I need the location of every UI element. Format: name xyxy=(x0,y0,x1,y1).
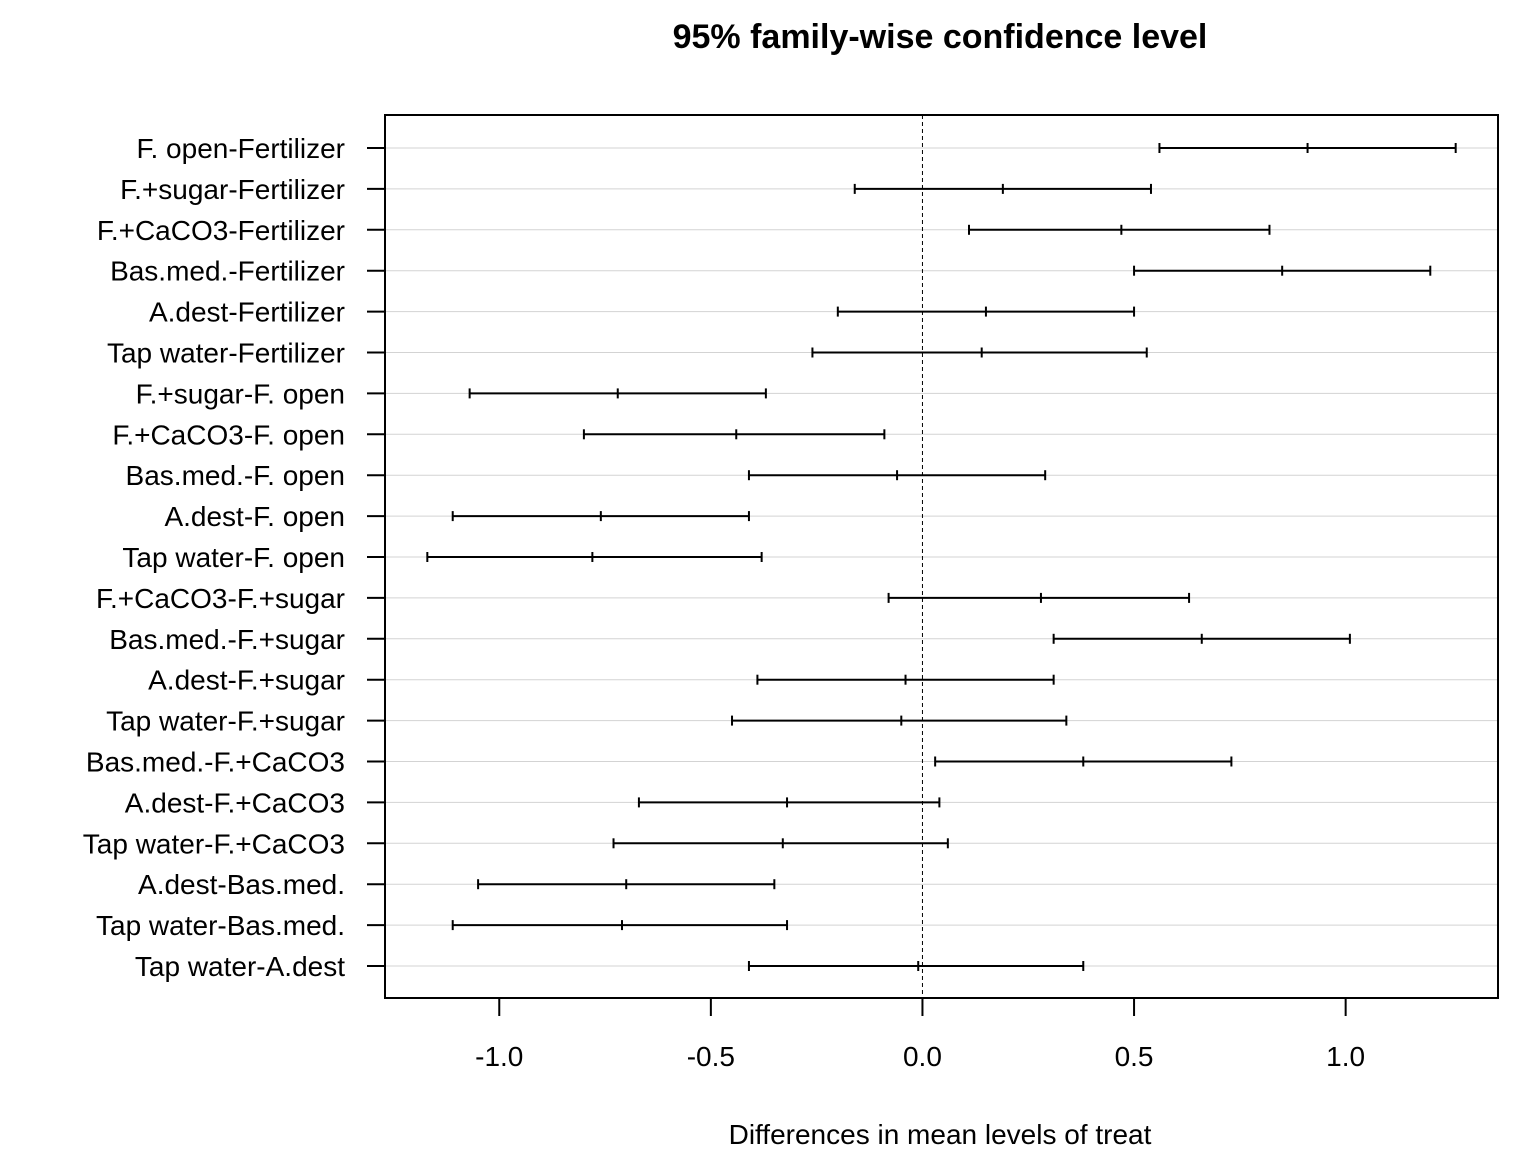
category-label: A.dest-F.+sugar xyxy=(148,665,345,696)
interval-bar xyxy=(887,592,1191,603)
category-label: A.dest-F. open xyxy=(164,501,345,532)
category-label: F. open-Fertilizer xyxy=(136,133,345,164)
interval-bar xyxy=(747,961,1085,971)
interval-bar xyxy=(468,388,767,399)
y-axis: F. open-Fertilizer F.+sugar-Fertilizer F.+… xyxy=(83,133,385,982)
interval-bar xyxy=(477,879,776,890)
category-label: Bas.med.-F.+CaCO3 xyxy=(86,747,345,778)
interval-bar xyxy=(426,552,763,562)
interval-bar xyxy=(811,347,1148,358)
category-label: F.+sugar-F. open xyxy=(136,378,345,409)
interval-bar xyxy=(451,511,750,522)
interval-bar xyxy=(756,674,1055,685)
category-label: F.+CaCO3-F.+sugar xyxy=(96,583,345,614)
category-label: F.+CaCO3-Fertilizer xyxy=(97,215,345,246)
interval-bar xyxy=(747,470,1047,481)
interval-bar xyxy=(1133,265,1432,276)
interval-bars xyxy=(426,143,1457,971)
x-tick-label: 0.5 xyxy=(1115,1041,1154,1072)
category-label: A.dest-Bas.med. xyxy=(138,869,345,900)
x-tick-label: 1.0 xyxy=(1326,1041,1365,1072)
category-label: A.dest-Fertilizer xyxy=(149,297,345,328)
category-label: F.+CaCO3-F. open xyxy=(112,419,345,450)
category-label: Bas.med.-F.+sugar xyxy=(109,624,345,655)
category-label: F.+sugar-Fertilizer xyxy=(120,174,345,205)
interval-bar xyxy=(1052,633,1351,644)
category-label: Bas.med.-F. open xyxy=(126,460,345,491)
x-tick-label: -1.0 xyxy=(475,1041,523,1072)
category-label: Tap water-Bas.med. xyxy=(96,910,345,941)
interval-bar xyxy=(853,183,1152,194)
interval-bar xyxy=(612,838,949,849)
category-label: Bas.med.-Fertilizer xyxy=(110,256,345,287)
category-label: A.dest-F.+CaCO3 xyxy=(125,787,345,818)
interval-bar xyxy=(836,306,1136,317)
x-axis-label: Differences in mean levels of treat xyxy=(729,1119,1152,1150)
category-label: Tap water-Fertilizer xyxy=(107,338,345,369)
x-tick-label: 0.0 xyxy=(903,1041,942,1072)
interval-bar xyxy=(451,920,789,931)
category-label: Tap water-F.+CaCO3 xyxy=(83,828,345,859)
x-tick-label: -0.5 xyxy=(687,1041,735,1072)
interval-bar xyxy=(1158,143,1457,153)
interval-bar xyxy=(637,797,941,808)
category-label: Tap water-F. open xyxy=(122,542,345,573)
category-label: Tap water-A.dest xyxy=(135,951,345,982)
chart-title: 95% family-wise confidence level xyxy=(673,18,1208,56)
interval-bar xyxy=(934,756,1233,767)
interval-bar xyxy=(731,715,1068,726)
category-label: Tap water-F.+sugar xyxy=(106,706,345,737)
interval-bar xyxy=(582,429,886,440)
interval-bar xyxy=(968,224,1271,235)
x-axis: -1.0 -0.5 0.0 0.5 1.0 xyxy=(475,998,1365,1072)
